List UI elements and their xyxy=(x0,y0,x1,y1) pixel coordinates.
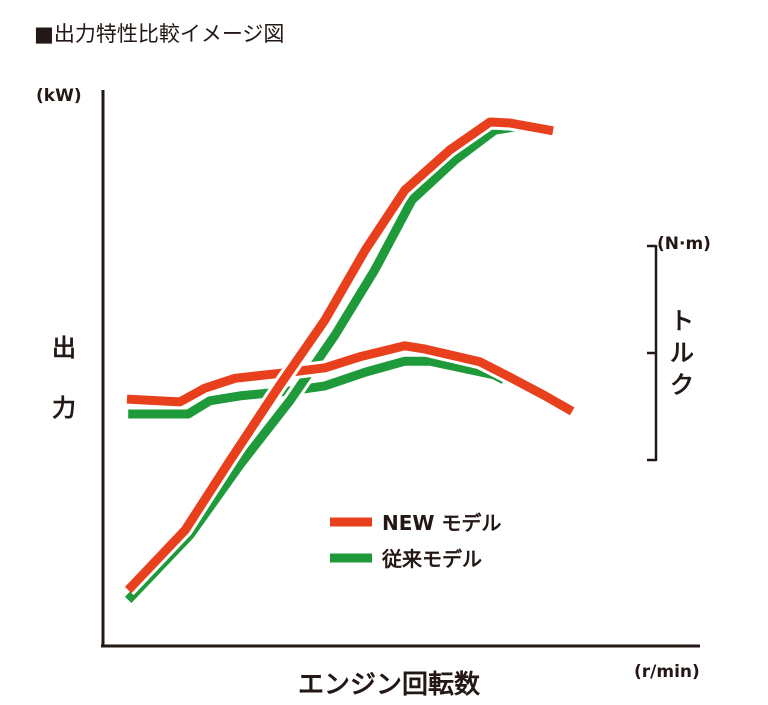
legend-label-new: NEW モデル xyxy=(382,511,501,535)
x-axis-label: エンジン回転数 xyxy=(298,670,481,700)
torque-scale-bracket xyxy=(647,244,658,462)
series-line-0 xyxy=(128,356,506,419)
series-line-2 xyxy=(126,341,575,416)
y2-axis-label: トルク xyxy=(670,307,694,399)
chart-title: ■出力特性比較イメージ図 xyxy=(34,22,285,46)
y2-axis-unit: (N·m) xyxy=(657,234,711,254)
y-axis-label: 出力 xyxy=(52,334,76,422)
series-line-1 xyxy=(124,122,516,604)
legend: NEW モデル 従来モデル xyxy=(330,511,501,571)
x-axis-unit: (r/min) xyxy=(634,662,700,682)
y-axis-unit: (kW) xyxy=(36,86,82,106)
legend-label-old: 従来モデル xyxy=(381,547,482,571)
series-line-3 xyxy=(124,117,554,594)
